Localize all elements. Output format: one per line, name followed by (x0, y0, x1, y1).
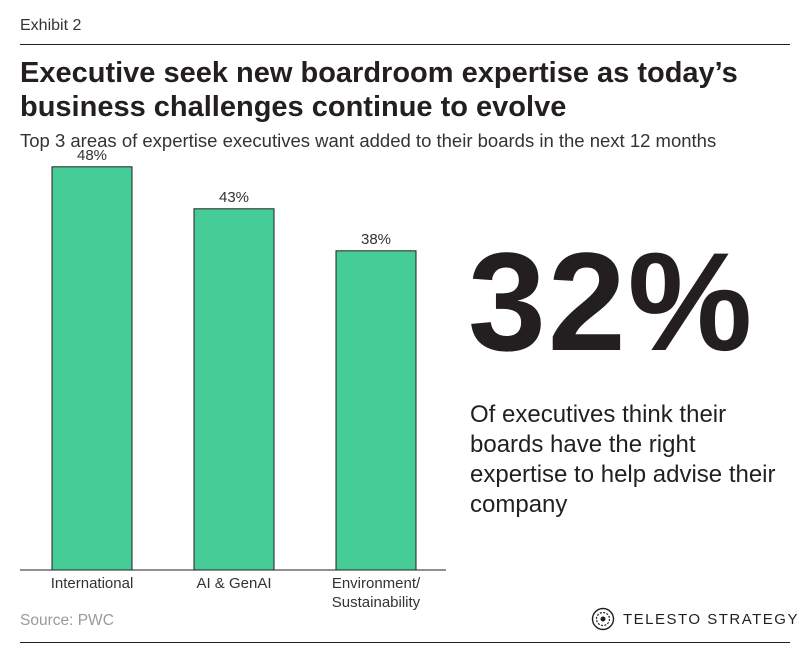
telesto-logo-icon (591, 607, 615, 631)
chart-title: Executive seek new boardroom expertise a… (20, 57, 738, 123)
bar (335, 250, 417, 571)
x-tick-label: International (51, 575, 134, 592)
x-tick-label: AI & GenAI (196, 575, 271, 592)
bar-value-label: 43% (219, 189, 249, 206)
x-tick-label: Sustainability (332, 594, 421, 611)
top-divider (20, 44, 790, 45)
brand-name: TELESTO STRATEGY (623, 610, 799, 628)
bar (51, 166, 133, 571)
source-note: Source: PWC (20, 612, 114, 629)
callout-value: 32% (468, 223, 755, 380)
callout-text: Of executives think their boards have th… (470, 401, 776, 518)
brand-logo: TELESTO STRATEGY (591, 607, 799, 631)
chart-subtitle: Top 3 areas of expertise executives want… (20, 130, 717, 151)
exhibit-label: Exhibit 2 (20, 17, 82, 34)
bar (193, 208, 275, 571)
x-tick-label: Environment/ (332, 575, 421, 592)
bar-chart: 48% International 43% AI & GenAI 38% Environm… (20, 150, 446, 611)
bottom-divider (20, 642, 790, 643)
bar-value-label: 38% (361, 231, 391, 248)
bar-value-label: 48% (77, 150, 107, 164)
